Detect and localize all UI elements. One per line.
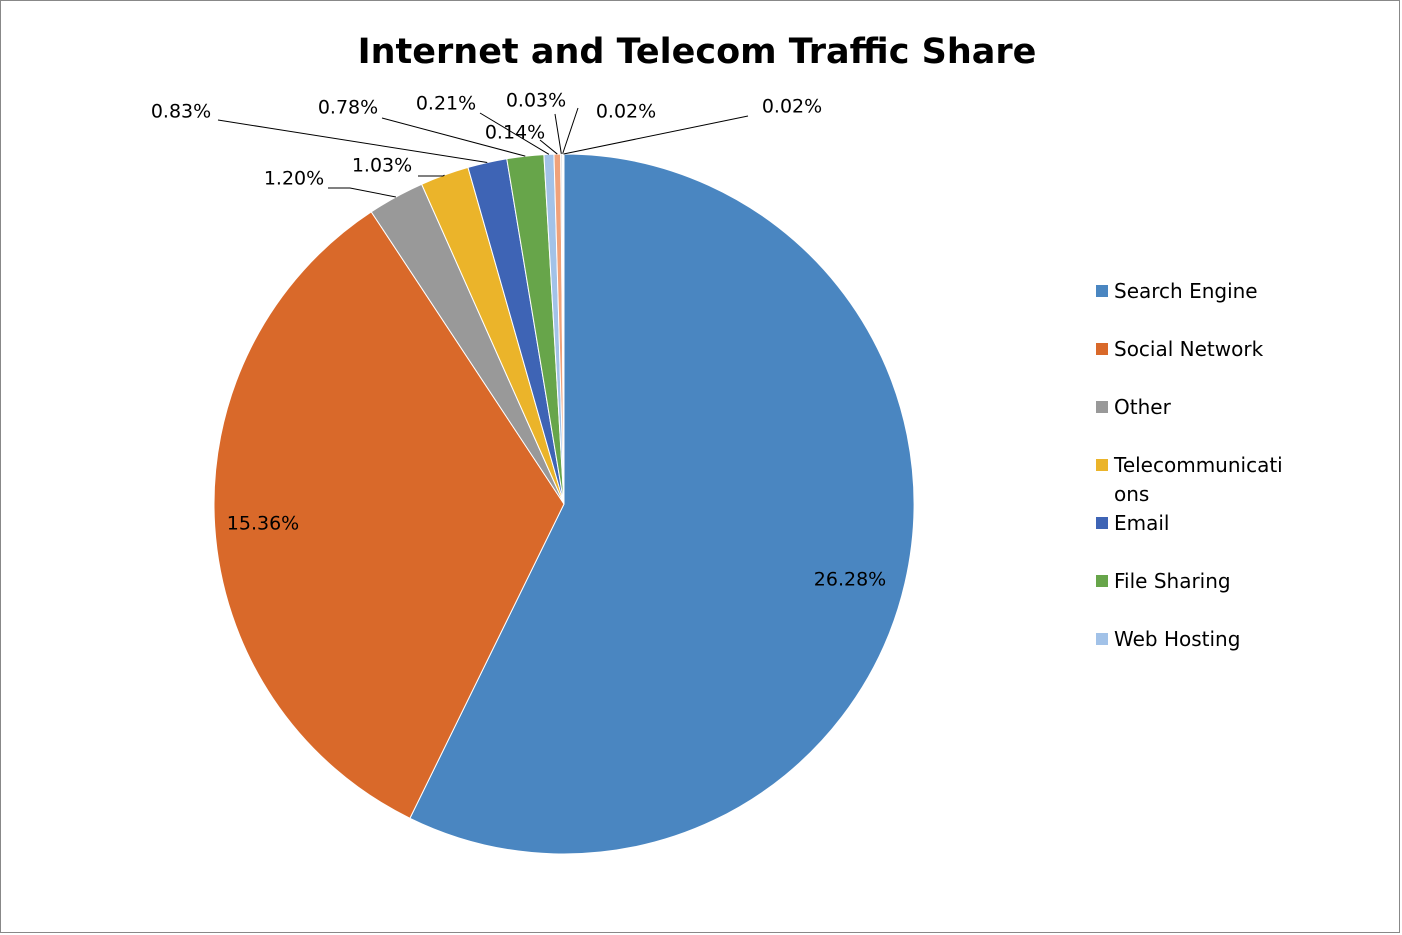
legend-swatch — [1096, 285, 1108, 297]
leader-line — [217, 119, 488, 164]
data-label: 0.02% — [762, 96, 822, 118]
data-label: 0.14% — [485, 122, 545, 144]
legend-item: Telecommunications — [1096, 451, 1292, 509]
pie-slice — [409, 153, 915, 855]
data-label: 26.28% — [814, 569, 886, 591]
legend-swatch — [1096, 517, 1108, 529]
legend-item: File Sharing — [1096, 567, 1292, 596]
legend-item: Other — [1096, 393, 1292, 422]
legend-swatch — [1096, 343, 1108, 355]
chart-title: Internet and Telecom Traffic Share — [358, 32, 1037, 72]
legend-item: Social Network — [1096, 335, 1292, 364]
legend-label: Search Engine — [1114, 279, 1258, 303]
leader-line — [539, 139, 558, 155]
legend-item: Email — [1096, 509, 1292, 538]
legend-label: Other — [1114, 395, 1171, 419]
leader-line — [381, 117, 526, 157]
data-label: 1.20% — [264, 168, 324, 190]
legend-swatch — [1096, 459, 1108, 471]
data-label: 1.03% — [352, 155, 412, 177]
data-label: 0.21% — [416, 93, 476, 115]
legend-label: Email — [1114, 511, 1170, 535]
leader-line — [563, 115, 749, 155]
legend-label: Social Network — [1114, 337, 1264, 361]
legend-swatch — [1096, 401, 1108, 413]
pie-slice — [213, 211, 565, 819]
leader-line — [562, 107, 579, 155]
data-label: 0.83% — [151, 101, 211, 123]
leader-line — [479, 112, 550, 155]
legend-label: File Sharing — [1114, 569, 1231, 593]
legend-label: Web Hosting — [1114, 627, 1241, 651]
legend-swatch — [1096, 575, 1108, 587]
legend-item: Search Engine — [1096, 277, 1292, 306]
data-label: 0.03% — [506, 90, 566, 112]
data-label: 0.78% — [318, 97, 378, 119]
data-label: 0.02% — [596, 101, 656, 123]
leader-line — [554, 113, 562, 155]
leader-line — [328, 187, 396, 198]
legend-item: Web Hosting — [1096, 625, 1292, 654]
data-label: 15.36% — [227, 513, 299, 535]
legend-label: Telecommunications — [1114, 453, 1283, 506]
legend-swatch — [1096, 633, 1108, 645]
leader-line — [418, 174, 445, 177]
